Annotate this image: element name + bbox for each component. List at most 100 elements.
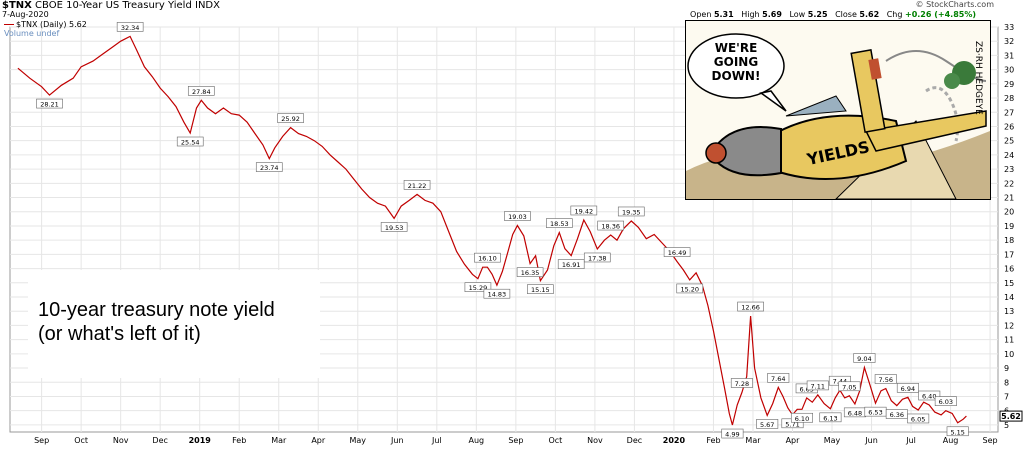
data-label: 32.34 (116, 22, 144, 32)
data-label-text: 15.20 (680, 285, 699, 293)
data-label-box (483, 288, 511, 299)
y-tick-label: 13 (1004, 307, 1014, 316)
data-label: 19.03 (504, 211, 531, 221)
x-tick-label: Mar (745, 436, 761, 445)
data-label-text: 21.22 (408, 182, 427, 190)
x-tick-label: Jun (390, 436, 404, 445)
y-tick-label: 20 (1004, 208, 1014, 217)
y-tick-label: 11 (1004, 336, 1014, 345)
data-label-text: 5.15 (950, 428, 964, 436)
data-label: 28.21 (36, 98, 63, 109)
x-tick-label: Mar (271, 436, 287, 445)
data-label-text: 23.74 (260, 164, 279, 172)
data-label: 6.36 (885, 409, 908, 419)
data-label: 7.11 (806, 380, 829, 390)
data-label-text: 25.54 (181, 139, 200, 147)
x-tick-label: Jun (864, 436, 878, 445)
x-tick-label: Dec (152, 436, 167, 445)
data-label: 19.35 (617, 206, 645, 216)
data-label-box (663, 247, 691, 257)
legend-series-entry: $TNX (Daily) 5.62 (4, 20, 87, 29)
y-tick-label: 19 (1004, 222, 1014, 231)
data-label-box (819, 412, 842, 423)
x-tick-label: Oct (74, 436, 88, 445)
x-tick-label: Jul (905, 436, 916, 445)
data-label-text: 5.67 (760, 421, 774, 429)
data-label-text: 7.64 (771, 375, 785, 383)
x-tick-label: Feb (232, 436, 246, 445)
exchange-label: INDX (195, 0, 220, 11)
data-label-box (918, 390, 941, 401)
data-label-box (546, 218, 573, 228)
data-label-box (730, 378, 753, 388)
data-label: 6.05 (907, 413, 930, 424)
last-value-box (999, 410, 1023, 422)
data-label: 25.54 (176, 136, 204, 147)
data-label: 6.94 (896, 383, 919, 393)
data-label: 5.15 (946, 426, 969, 436)
data-label-text: 27.84 (192, 88, 211, 96)
data-label-text: 19.03 (508, 213, 527, 221)
data-label: 6.40 (918, 390, 941, 401)
data-label: 27.84 (187, 86, 215, 96)
low-value: 5.25 (807, 10, 828, 19)
instrument-name: CBOE 10-Year US Treasury Yield (35, 0, 192, 11)
y-tick-label: 26 (1004, 122, 1014, 131)
open-value: 5.31 (713, 10, 734, 19)
data-label: 25.92 (277, 113, 304, 123)
data-label-box (874, 374, 897, 384)
ticker-symbol: $TNX (2, 0, 32, 11)
data-label-box (583, 252, 611, 263)
close-label: Close (835, 10, 857, 19)
data-label-box (116, 22, 144, 32)
data-label-text: 19.42 (575, 207, 594, 215)
data-label-text: 17.38 (588, 254, 607, 262)
data-label: 9.04 (853, 353, 876, 363)
legend-series-label: $TNX (Daily) 5.62 (16, 20, 87, 29)
data-label: 16.10 (474, 252, 501, 263)
ohlc-readout: Open 5.31 High 5.69 Low 5.25 Close 5.62 … (690, 10, 976, 19)
data-label-text: 6.94 (901, 385, 915, 393)
y-tick-label: 27 (1004, 108, 1014, 117)
data-label-box (255, 162, 283, 172)
data-label-text: 15.15 (531, 286, 550, 294)
data-label-text: 6.05 (911, 415, 925, 423)
y-tick-label: 9 (1004, 364, 1009, 373)
x-tick-label: Feb (706, 436, 720, 445)
high-label: High (741, 10, 760, 19)
x-tick-label: Nov (587, 436, 603, 445)
data-label-text: 18.53 (550, 220, 569, 228)
x-tick-label: May (350, 436, 367, 445)
copyright-label: © StockCharts.com (915, 0, 994, 9)
data-label-box (907, 413, 930, 424)
y-tick-label: 16 (1004, 265, 1014, 274)
data-label: 16.49 (663, 247, 691, 257)
plane-engine (715, 126, 782, 177)
x-tick-label: Nov (113, 436, 129, 445)
data-label-box (597, 220, 625, 231)
legend-volume-entry: Volume undef (4, 29, 60, 38)
x-tick-label: Apr (786, 436, 801, 445)
data-label-box (737, 301, 764, 312)
data-label: 15.15 (527, 284, 554, 294)
x-tick-label: Aug (943, 436, 959, 445)
data-label: 4.99 (721, 428, 744, 439)
data-label: 19.42 (570, 205, 598, 215)
plane-wing (864, 110, 987, 152)
y-tick-label: 33 (1004, 23, 1014, 32)
data-label: 14.83 (483, 288, 511, 299)
data-label-text: 19.35 (622, 208, 641, 216)
data-label-text: 6.36 (890, 411, 904, 419)
data-label-text: 9.04 (857, 355, 871, 363)
data-label-box (896, 383, 919, 393)
y-axis: 5678910111213141516171819202122232425262… (1004, 23, 1014, 430)
data-label-text: 14.83 (488, 291, 507, 299)
low-label: Low (789, 10, 806, 19)
data-label-box (380, 222, 408, 232)
data-label: 7.28 (730, 378, 753, 388)
data-label: 12.66 (737, 301, 764, 312)
data-label-text: 6.10 (795, 415, 809, 423)
data-label-text: 6.03 (939, 398, 953, 406)
data-label-text: 16.91 (562, 261, 581, 269)
data-label-text: 7.56 (879, 376, 893, 384)
